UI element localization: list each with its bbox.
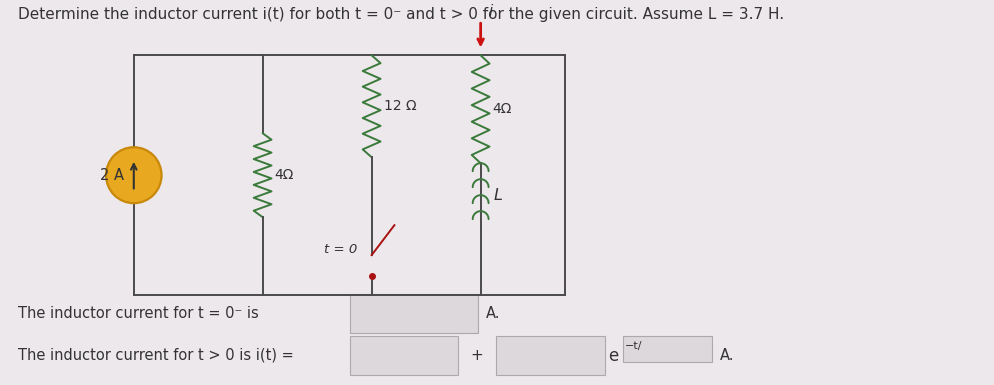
Text: L: L	[493, 187, 502, 203]
Text: A.: A.	[485, 306, 500, 321]
Text: 2 A: 2 A	[99, 168, 123, 183]
Text: e: e	[608, 347, 618, 365]
Text: i: i	[488, 4, 492, 19]
Text: +: +	[470, 348, 483, 363]
Text: 4Ω: 4Ω	[274, 168, 293, 182]
Circle shape	[106, 147, 161, 203]
Text: 12 Ω: 12 Ω	[383, 99, 415, 113]
Text: The inductor current for t = 0⁻ is: The inductor current for t = 0⁻ is	[18, 306, 258, 321]
Text: Determine the inductor current i(t) for both t = 0⁻ and t > 0 for the given circ: Determine the inductor current i(t) for …	[18, 7, 783, 22]
Text: −t/: −t/	[624, 341, 642, 351]
Text: The inductor current for t > 0 is i(t) =: The inductor current for t > 0 is i(t) =	[18, 348, 293, 363]
FancyBboxPatch shape	[350, 336, 457, 375]
Text: A.: A.	[719, 348, 734, 363]
FancyBboxPatch shape	[496, 336, 604, 375]
FancyBboxPatch shape	[350, 294, 477, 333]
FancyBboxPatch shape	[622, 336, 711, 362]
Text: 4Ω: 4Ω	[492, 102, 511, 116]
Text: t = 0: t = 0	[324, 243, 357, 256]
